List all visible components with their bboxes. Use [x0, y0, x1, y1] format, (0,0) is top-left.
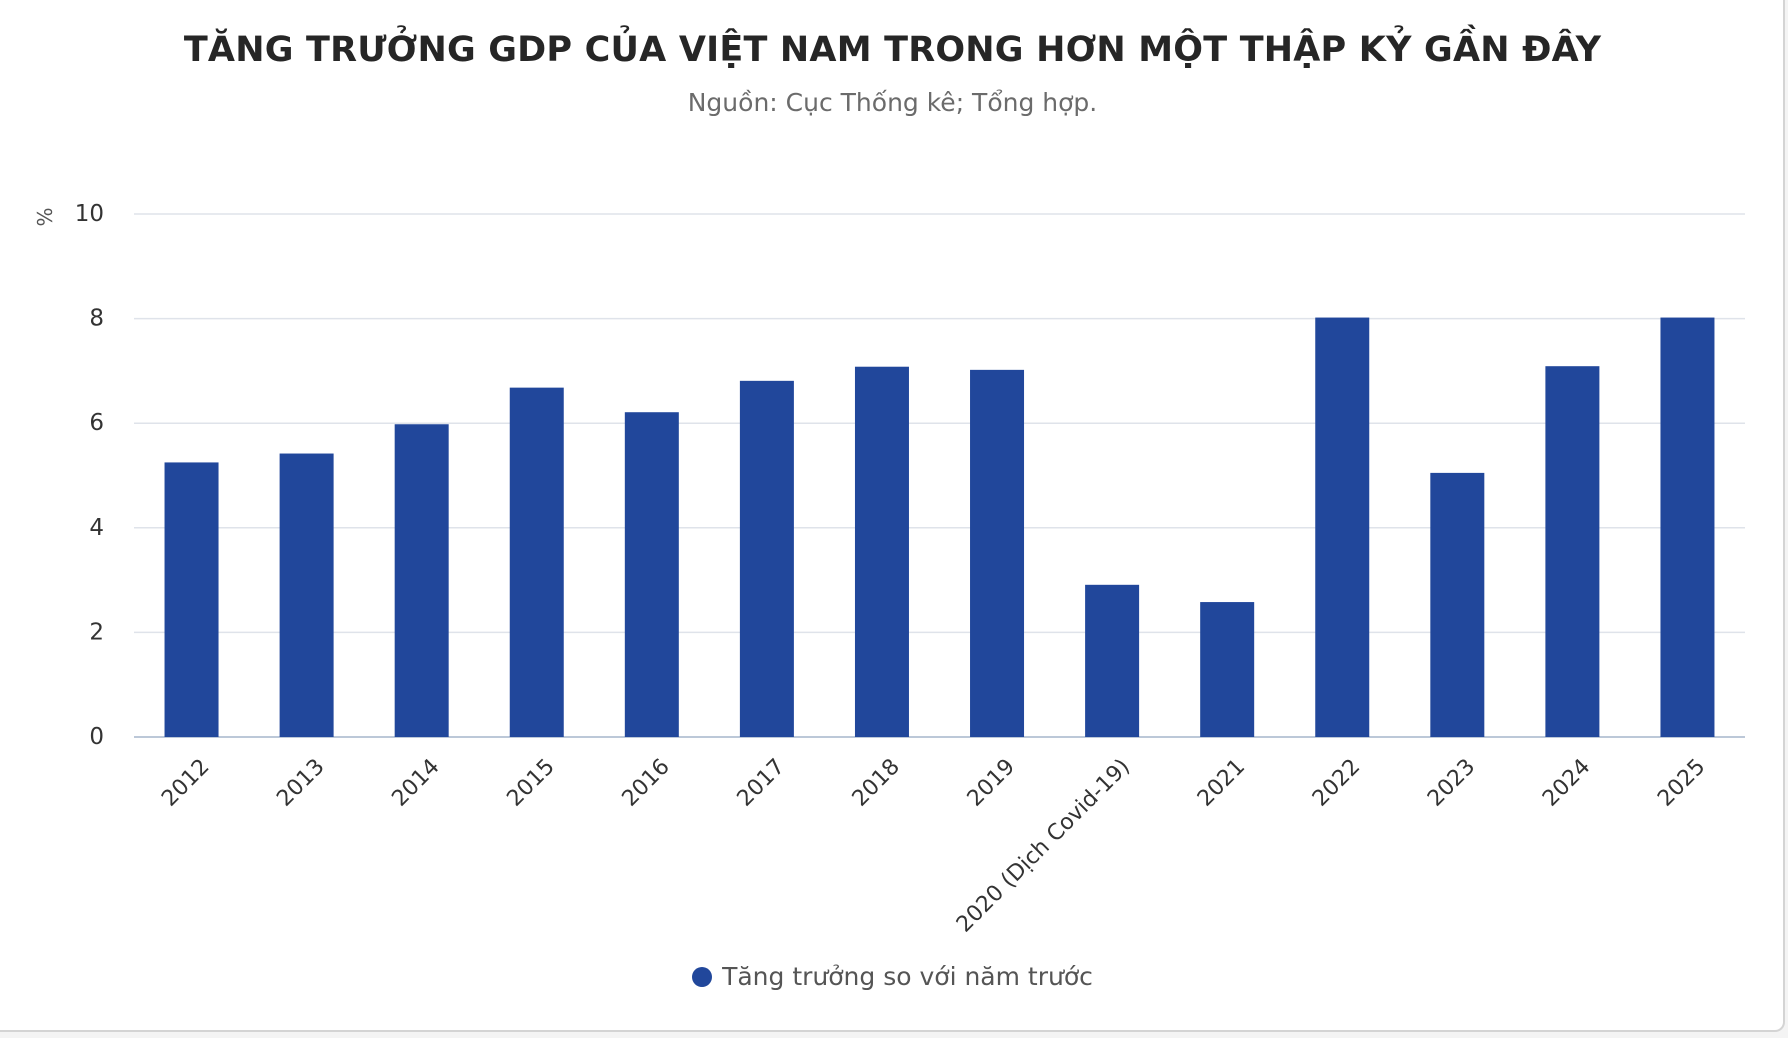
- x-tick-label: 2012: [157, 754, 214, 811]
- chart-title: TĂNG TRƯỞNG GDP CỦA VIỆT NAM TRONG HƠN M…: [183, 30, 1602, 70]
- legend: Tăng trưởng so với năm trước: [0, 962, 1785, 991]
- bar-7[interactable]: [970, 369, 1025, 737]
- bar-10[interactable]: [1315, 317, 1370, 737]
- bar-9[interactable]: [1200, 602, 1255, 737]
- x-tick-label: 2014: [387, 754, 444, 811]
- y-tick-label: 6: [89, 410, 104, 436]
- y-tick-label: 2: [89, 619, 104, 645]
- y-tick-label: 4: [89, 515, 104, 541]
- x-tick-label: 2025: [1653, 754, 1710, 811]
- x-tick-label: 2013: [272, 754, 329, 811]
- y-tick-label: 10: [75, 201, 104, 227]
- bars: [164, 317, 1715, 737]
- y-tick-label: 8: [89, 306, 104, 332]
- x-tick-label: 2015: [502, 754, 559, 811]
- x-tick-label: 2023: [1423, 754, 1480, 811]
- bar-0[interactable]: [164, 462, 219, 737]
- x-tick-label: 2024: [1538, 754, 1595, 811]
- x-tick-label: 2019: [963, 754, 1020, 811]
- bar-1[interactable]: [279, 453, 334, 737]
- bar-12[interactable]: [1545, 366, 1600, 737]
- bar-5[interactable]: [739, 380, 794, 737]
- y-axis-label: %: [33, 207, 57, 226]
- bar-11[interactable]: [1430, 472, 1485, 737]
- x-tick-label: 2021: [1193, 754, 1250, 811]
- chart-subtitle: Nguồn: Cục Thống kê; Tổng hợp.: [687, 88, 1098, 117]
- bar-13[interactable]: [1660, 317, 1715, 737]
- bar-6[interactable]: [854, 366, 909, 737]
- x-tick-label: 2017: [733, 754, 790, 811]
- grid-lines: [134, 213, 1745, 738]
- bar-3[interactable]: [509, 387, 564, 737]
- bar-4[interactable]: [624, 412, 679, 737]
- x-tick-label: 2018: [848, 754, 905, 811]
- legend-label[interactable]: Tăng trưởng so với năm trước: [722, 962, 1093, 991]
- x-tick-label: 2022: [1308, 754, 1365, 811]
- bar-2[interactable]: [394, 424, 449, 737]
- legend-marker-icon: [692, 966, 713, 987]
- bar-8[interactable]: [1085, 584, 1140, 737]
- y-tick-label: 0: [89, 724, 104, 750]
- y-axis-ticks: 0 2 4 6 8 10: [75, 201, 104, 750]
- x-tick-label: 2016: [618, 754, 675, 811]
